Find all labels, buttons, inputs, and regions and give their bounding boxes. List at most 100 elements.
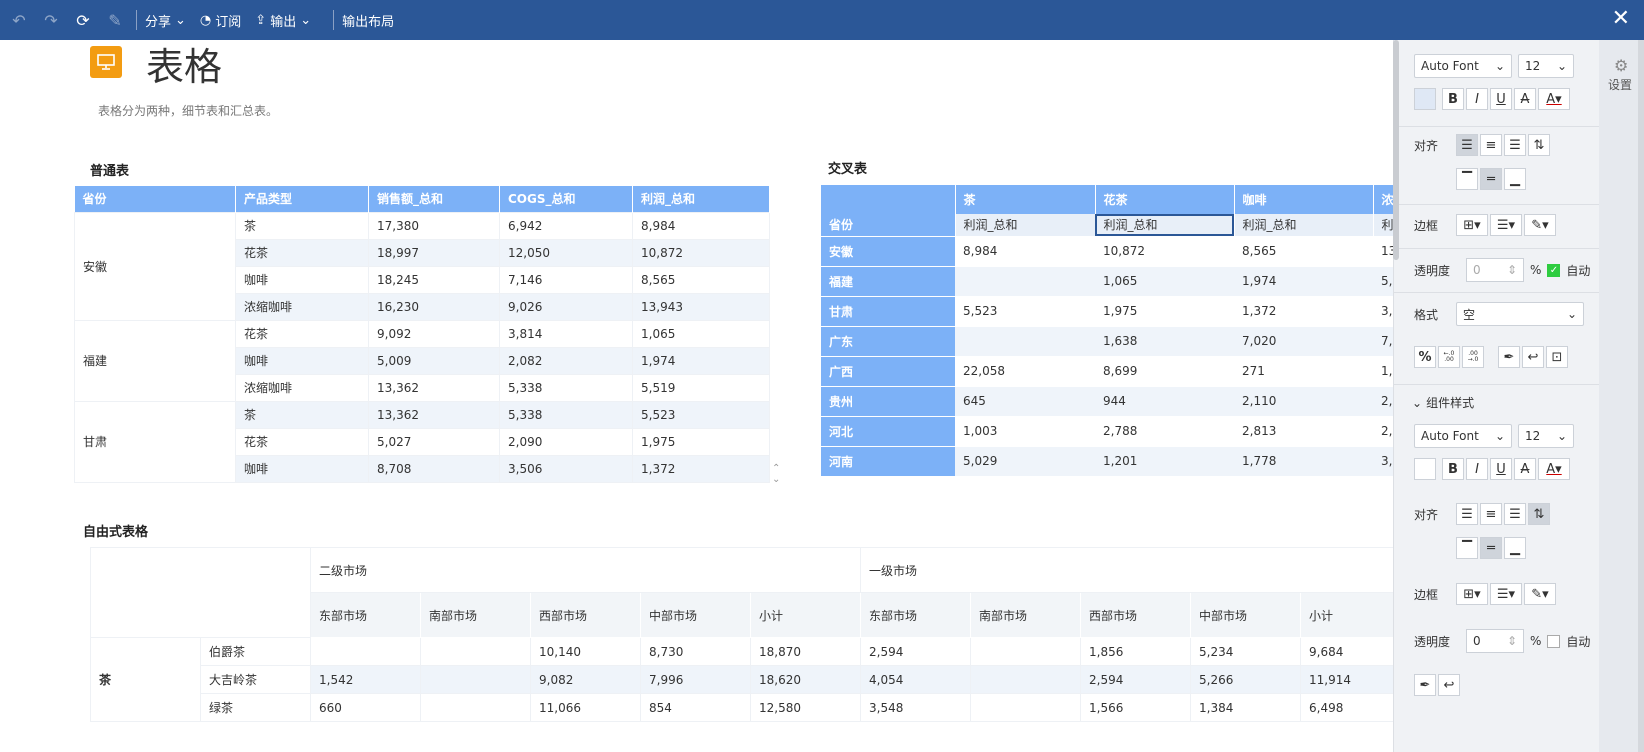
table-cell[interactable]: 13,362 [368,373,500,402]
wrap-text-icon[interactable]: ↩ [1522,346,1544,368]
table-cell[interactable]: 8,708 [368,454,500,483]
italic-button[interactable]: I [1466,88,1488,110]
table-cell[interactable]: 1,201 [1095,446,1234,477]
component-font-size-select[interactable]: 12 ⌄ [1518,424,1574,448]
submarket-header[interactable]: 小计 [749,592,862,638]
refresh-icon[interactable]: ⟳ [76,10,90,30]
province-cell[interactable]: 甘肃 [74,400,236,483]
auto-checkbox[interactable]: ✓ [1547,263,1561,277]
submarket-header[interactable]: 东部市场 [310,592,421,638]
border-color-icon[interactable]: ✎▾ [1524,214,1556,236]
format-painter-icon[interactable]: ✒ [1498,346,1520,368]
table-cell[interactable]: 10,872 [1095,236,1234,267]
table-cell[interactable]: 5,523 [955,296,1095,327]
product-cell[interactable]: 绿茶 [200,693,311,722]
component-strikethrough-button[interactable]: A [1514,458,1536,480]
province-header[interactable]: 福建 [821,266,955,297]
table-cell[interactable]: 3,506 [499,454,633,483]
component-valign-middle-icon[interactable]: ═ [1480,537,1502,559]
column-header[interactable]: COGS_总和 [499,186,633,212]
export-layout-button[interactable]: 输出布局 [342,14,395,30]
table-cell[interactable]: 10,872 [632,238,770,267]
column-header[interactable]: 省份 [74,186,236,212]
table-cell[interactable]: 2, [1373,386,1393,417]
province-header[interactable]: 贵州 [821,386,955,417]
component-align-auto-icon[interactable]: ⇅ [1528,503,1550,525]
scroll-arrows-icon[interactable]: ⌃ ⌄ [772,463,781,485]
table-cell[interactable]: 花茶 [235,427,369,456]
table-cell[interactable]: 浓缩咖啡 [235,292,369,321]
cross-column-header[interactable]: 浓 [1373,185,1393,214]
page-scrollbar[interactable] [1638,40,1644,752]
underline-button[interactable]: U [1490,88,1512,110]
province-header[interactable]: 广西 [821,356,955,387]
table-cell[interactable]: 1,778 [1234,446,1373,477]
align-auto-icon[interactable]: ⇅ [1528,134,1550,156]
product-cell[interactable]: 大吉岭茶 [200,665,311,694]
table-cell[interactable]: 1,856 [1080,637,1192,666]
product-cell[interactable]: 伯爵茶 [200,637,311,666]
table-cell[interactable]: 9,082 [530,665,641,694]
table-cell[interactable]: 1,974 [632,346,770,375]
gear-icon[interactable]: ⚙ [1614,56,1629,75]
table-cell[interactable]: 6,942 [499,211,633,240]
table-cell[interactable] [970,637,1082,666]
table-cell[interactable] [420,693,531,722]
strikethrough-button[interactable]: A [1514,88,1536,110]
table-cell[interactable] [420,665,531,694]
table-cell[interactable]: 1,065 [632,319,770,348]
market-header[interactable]: 一级市场 [860,547,1393,593]
table-cell[interactable]: 11,914 [1300,665,1393,694]
province-header[interactable]: 安徽 [821,236,955,267]
table-cell[interactable]: 22,058 [955,356,1095,387]
table-cell[interactable]: 9,026 [499,292,633,321]
table-cell[interactable]: 7, [1373,326,1393,357]
close-icon[interactable]: ✕ [1611,6,1630,31]
align-center-icon[interactable]: ≡ [1480,134,1502,156]
component-format-painter-icon[interactable]: ✒ [1414,674,1436,696]
format-select[interactable]: 空 ⌄ [1456,302,1584,326]
table-cell[interactable]: 645 [955,386,1095,417]
table-cell[interactable]: 7,996 [640,665,751,694]
province-header[interactable]: 广东 [821,326,955,357]
table-cell[interactable]: 1,975 [1095,296,1234,327]
redo-icon[interactable]: ↷ [44,10,58,30]
table-cell[interactable]: 5,338 [499,373,633,402]
submarket-header[interactable]: 东部市场 [860,592,972,638]
measure-header[interactable]: 利润_总和 [955,214,1096,237]
row-dimension-label[interactable]: 省份 [821,214,956,237]
component-align-left-icon[interactable]: ☰ [1456,503,1478,525]
component-fill-color-button[interactable] [1414,458,1436,480]
collapse-icon[interactable]: ⌄ [1412,395,1423,410]
table-cell[interactable]: 5,266 [1190,665,1302,694]
table-cell[interactable]: 18,245 [368,265,500,294]
column-header[interactable]: 产品类型 [235,186,369,212]
submarket-header[interactable]: 中部市场 [640,592,751,638]
market-header[interactable]: 二级市场 [309,547,862,593]
table-cell[interactable]: 茶 [235,400,369,429]
submarket-header[interactable]: 西部市场 [1080,592,1192,638]
table-cell[interactable]: 1,638 [1095,326,1234,357]
table-cell[interactable]: 7,146 [499,265,633,294]
table-cell[interactable]: 咖啡 [235,346,369,375]
table-cell[interactable] [970,693,1082,722]
subscribe-button[interactable]: ◔ 订阅 [199,12,242,30]
opacity-input[interactable]: 0 ⇕ [1466,258,1524,282]
table-cell[interactable]: 1,975 [632,427,770,456]
table-cell[interactable]: 6,498 [1300,693,1393,722]
table-cell[interactable]: 8,565 [1234,236,1373,267]
component-auto-checkbox[interactable] [1547,634,1561,648]
increase-decimal-icon[interactable]: .00 →.0 [1462,346,1484,368]
table-cell[interactable]: 5,234 [1190,637,1302,666]
table-cell[interactable]: 1,003 [955,416,1095,447]
decrease-decimal-icon[interactable]: ←.0 .00 [1438,346,1460,368]
component-align-center-icon[interactable]: ≡ [1480,503,1502,525]
province-cell[interactable]: 福建 [74,319,236,402]
table-cell[interactable]: 8,984 [632,211,770,240]
table-cell[interactable]: 8,984 [955,236,1095,267]
submarket-header[interactable]: 南部市场 [970,592,1082,638]
font-size-select[interactable]: 12 ⌄ [1518,54,1574,78]
bold-button[interactable]: B [1442,88,1464,110]
component-italic-button[interactable]: I [1466,458,1488,480]
table-cell[interactable]: 660 [310,693,421,722]
